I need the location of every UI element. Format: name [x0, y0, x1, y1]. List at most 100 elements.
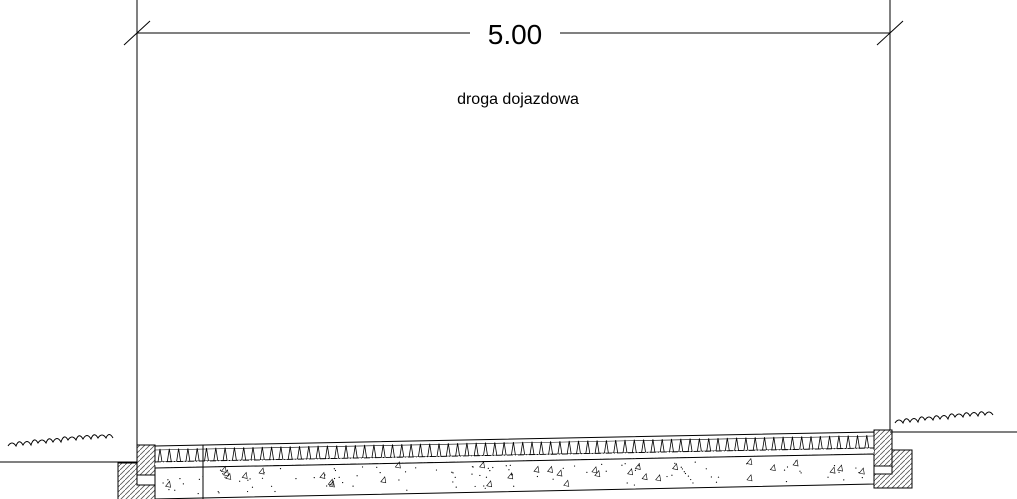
aggregate-grain — [786, 466, 789, 468]
paver-joint — [678, 438, 684, 452]
aggregate-stone — [319, 471, 326, 479]
aggregate-grain — [681, 468, 684, 470]
paver-joint — [176, 448, 181, 462]
paver-joint — [380, 444, 386, 458]
aggregate-grain — [492, 466, 494, 469]
paver-joint — [604, 440, 609, 454]
aggregate-grain — [162, 482, 164, 484]
paver-joint — [427, 443, 433, 457]
paver-joint — [222, 447, 228, 461]
paver-joint — [790, 436, 795, 450]
aggregate-stone — [563, 479, 570, 487]
aggregate-grain — [471, 473, 473, 475]
aggregate-grain — [334, 469, 337, 472]
paver-joint — [157, 448, 163, 463]
grass-right — [894, 411, 994, 425]
aggregate-grain — [279, 468, 282, 470]
aggregate-grain — [624, 463, 626, 465]
curb-left — [117, 444, 156, 499]
aggregate-grain — [356, 475, 358, 477]
aggregate-stone — [829, 466, 836, 474]
aggregate-stone — [165, 480, 171, 488]
aggregate-grain — [274, 490, 276, 493]
aggregate-stone — [241, 471, 248, 479]
aggregate-grain — [313, 477, 315, 479]
paver-joint — [566, 440, 572, 455]
paver-joint — [669, 438, 674, 453]
aggregate-grain — [435, 469, 438, 471]
sand-bedding-layer — [154, 447, 875, 469]
paver-joint — [418, 443, 423, 457]
paving-layer — [154, 431, 875, 463]
aggregate-grain — [621, 464, 623, 466]
paver-joint — [622, 439, 628, 453]
paver-joint — [492, 442, 498, 456]
aggregate-grain — [333, 468, 335, 470]
paver-joint — [762, 437, 767, 451]
aggregate-grain — [333, 477, 336, 480]
aggregate-grain — [509, 464, 511, 466]
paver-joint — [269, 446, 274, 460]
aggregate-grain — [799, 470, 801, 472]
aggregate-stone — [479, 461, 485, 469]
aggregate-grain — [666, 475, 668, 478]
paver-joint — [827, 435, 832, 449]
aggregate-stone — [547, 465, 553, 473]
curb-right — [873, 429, 913, 489]
paver-joint — [483, 442, 488, 456]
paver-joint — [259, 446, 265, 461]
paver-joint — [724, 437, 730, 451]
aggregate-grain — [219, 469, 222, 471]
aggregate-grain — [197, 492, 199, 495]
aggregate-grain — [684, 472, 687, 475]
aggregate-grain — [251, 486, 254, 488]
aggregate-grain — [352, 485, 354, 487]
aggregate-stone — [746, 457, 753, 465]
aggregate-grain — [483, 485, 485, 487]
paver-joint — [864, 435, 870, 449]
aggregate-grain — [586, 471, 588, 473]
aggregate-grain — [800, 472, 802, 474]
aggregate-stone — [380, 476, 387, 484]
aggregate-grain — [634, 469, 637, 471]
aggregate-grain — [687, 475, 690, 477]
aggregate-grain — [249, 478, 251, 480]
aggregate-grain — [174, 489, 176, 491]
aggregate-grain — [680, 466, 682, 468]
aggregate-stone — [792, 459, 799, 467]
paver-joint — [325, 445, 330, 459]
aggregate-grain — [705, 468, 707, 470]
aggregate-grain — [198, 478, 200, 480]
aggregate-stone — [641, 473, 648, 481]
aggregate-grain — [783, 469, 786, 471]
aggregate-grain — [605, 470, 607, 472]
aggregate-grain — [182, 483, 184, 485]
aggregate-grain — [626, 482, 628, 484]
aggregate-stone — [328, 480, 335, 488]
aggregate-grain — [406, 489, 408, 491]
aggregate-grain — [487, 467, 489, 469]
aggregate-grain — [692, 482, 694, 484]
paver-joint — [855, 435, 860, 449]
aggregate-stone — [556, 469, 563, 477]
aggregate-stone — [507, 472, 514, 480]
road-label: droga dojazdowa — [457, 91, 579, 108]
paver-joint — [836, 435, 842, 449]
paver-joint — [436, 443, 442, 457]
aggregate-grain — [683, 471, 685, 473]
aggregate-grain — [167, 479, 169, 481]
aggregate-grain — [239, 480, 241, 482]
paver-joint — [362, 444, 367, 459]
paver-joint — [445, 443, 451, 457]
paver-joint — [213, 447, 219, 461]
aggregate-grain — [379, 472, 381, 474]
paver-joint — [520, 441, 526, 455]
paver-joint — [585, 440, 591, 454]
aggregate-grain — [217, 491, 219, 493]
aggregate-grain — [222, 473, 224, 475]
aggregate-stone — [222, 469, 229, 477]
aggregate-grain — [674, 462, 676, 464]
paver-joint — [232, 447, 237, 461]
